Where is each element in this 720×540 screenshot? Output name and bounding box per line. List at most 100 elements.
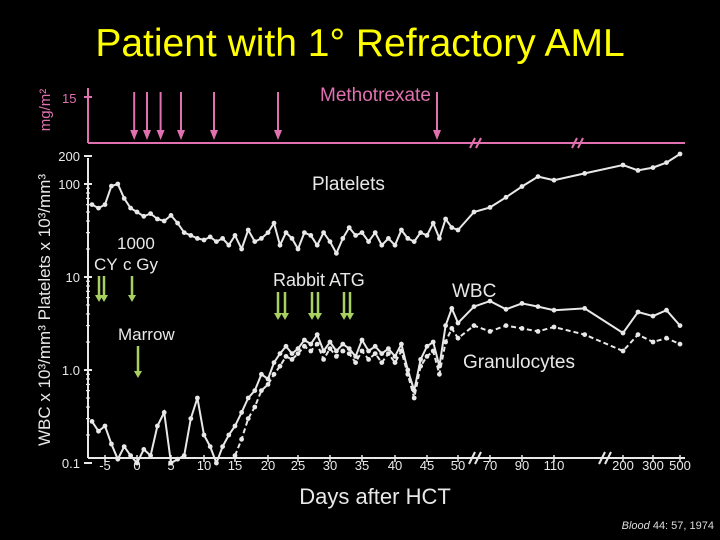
- data-point: [424, 233, 430, 238]
- data-point: [271, 360, 277, 365]
- x-tick-label: 200: [612, 458, 634, 473]
- mtx-dose-arrowhead: [143, 130, 151, 140]
- data-point: [141, 213, 147, 219]
- data-point: [195, 395, 200, 401]
- data-point: [664, 307, 669, 313]
- data-point: [102, 202, 108, 208]
- data-point: [487, 205, 493, 210]
- data-point: [359, 348, 365, 354]
- data-point: [121, 196, 127, 201]
- data-point: [449, 306, 455, 311]
- data-point: [121, 444, 127, 449]
- data-point: [308, 341, 314, 347]
- data-point: [239, 410, 245, 415]
- data-point: [168, 213, 174, 218]
- data-point: [314, 242, 320, 248]
- y-axis-label: WBC x 10³/mm³ Platelets x 10³/mm³: [35, 174, 54, 446]
- series-label-platelets: Platelets: [312, 174, 385, 195]
- mtx-dose-arrowhead: [274, 130, 282, 140]
- data-point: [386, 346, 391, 351]
- data-point: [265, 382, 271, 387]
- data-point: [471, 323, 477, 328]
- data-point: [372, 230, 378, 236]
- mtx-break: [577, 137, 584, 149]
- data-point: [181, 230, 187, 236]
- data-point: [418, 357, 423, 362]
- x-axis-break: [474, 451, 482, 465]
- data-point: [635, 332, 641, 337]
- data-point: [471, 209, 477, 215]
- data-point: [650, 165, 656, 171]
- data-point: [411, 395, 417, 401]
- data-point: [551, 324, 557, 330]
- data-point: [366, 239, 371, 245]
- data-point: [386, 236, 391, 241]
- data-point: [302, 230, 307, 236]
- data-point: [664, 335, 669, 341]
- data-point: [220, 236, 226, 241]
- x-tick-label: 35: [355, 458, 369, 473]
- data-point: [259, 371, 264, 377]
- mtx-series-label: Methotrexate: [320, 85, 431, 106]
- data-point: [226, 242, 232, 248]
- data-point: [620, 348, 626, 354]
- data-point: [430, 339, 436, 345]
- data-point: [115, 181, 121, 187]
- mtx-break: [475, 137, 482, 149]
- data-point: [175, 220, 181, 226]
- data-point: [399, 341, 404, 347]
- data-point: [96, 428, 101, 434]
- data-point: [455, 335, 461, 341]
- data-point: [405, 371, 411, 377]
- data-point: [635, 309, 641, 315]
- x-tick-label: 40: [388, 458, 402, 473]
- data-point: [161, 218, 167, 224]
- data-point: [392, 242, 398, 248]
- data-point: [295, 346, 301, 351]
- data-point: [277, 351, 283, 356]
- annotation-tbi-dose: 1000: [117, 234, 155, 253]
- data-point: [277, 363, 283, 369]
- data-point: [443, 323, 448, 328]
- data-point: [271, 220, 277, 226]
- data-point: [535, 329, 541, 334]
- data-point: [201, 237, 207, 243]
- x-axis-break: [598, 451, 606, 465]
- mtx-y-tick: 15: [62, 91, 76, 106]
- annotations: [95, 276, 354, 378]
- data-point: [664, 160, 669, 166]
- series-group: [89, 151, 683, 466]
- data-point: [245, 416, 251, 421]
- data-point: [89, 419, 95, 424]
- data-point: [535, 304, 541, 309]
- data-point: [399, 227, 404, 233]
- data-point: [252, 239, 258, 245]
- data-point: [327, 239, 333, 245]
- data-point: [372, 343, 378, 349]
- x-tick-label: 0: [133, 458, 140, 473]
- data-point: [102, 423, 108, 429]
- data-point: [359, 337, 365, 343]
- data-point: [289, 351, 295, 356]
- data-point: [418, 230, 423, 236]
- data-point: [519, 184, 525, 189]
- data-point: [295, 246, 301, 252]
- data-point: [115, 456, 121, 462]
- data-point: [289, 236, 295, 241]
- atg-arrow-head: [274, 313, 282, 320]
- data-point: [155, 216, 160, 222]
- data-point: [399, 348, 404, 354]
- x-tick-label: 500: [669, 458, 691, 473]
- data-point: [353, 360, 358, 365]
- data-point: [277, 242, 283, 248]
- data-point: [195, 236, 200, 241]
- data-point: [551, 177, 557, 183]
- data-point: [188, 233, 194, 238]
- x-tick-label: 45: [420, 458, 434, 473]
- data-point: [314, 341, 320, 347]
- data-point: [582, 171, 588, 176]
- axes: [87, 158, 685, 459]
- data-point: [582, 332, 588, 337]
- data-point: [128, 205, 134, 211]
